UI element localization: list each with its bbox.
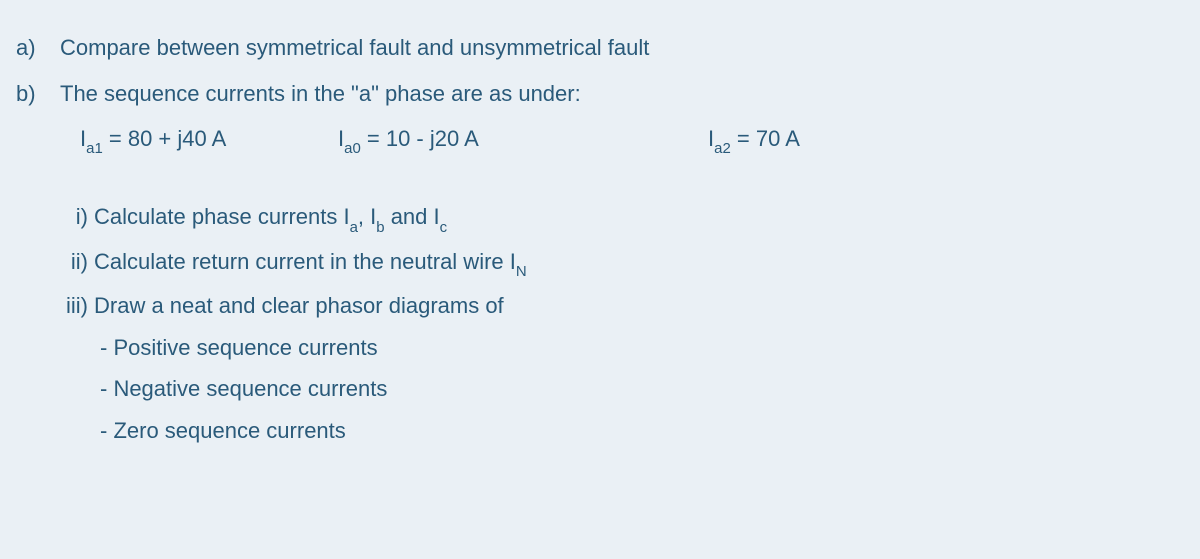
item-a: a) Compare between symmetrical fault and…: [16, 28, 1184, 68]
eq-Ia0: Ia0 = 10 - j20 A: [338, 119, 708, 161]
item-b: b) The sequence currents in the "a" phas…: [16, 74, 1184, 114]
equation-row: Ia1 = 80 + j40 A Ia0 = 10 - j20 A Ia2 = …: [80, 119, 1184, 161]
bullet-positive: - Positive sequence currents: [100, 328, 1184, 368]
task-i-marker: i): [40, 197, 94, 237]
task-ii: ii) Calculate return current in the neut…: [40, 242, 1184, 284]
eq-Ia1-sub: a1: [86, 140, 103, 157]
item-b-marker: b): [16, 74, 60, 114]
task-i-mid1: , I: [358, 204, 376, 229]
task-i-sub-c: c: [440, 219, 447, 236]
item-a-marker: a): [16, 28, 60, 68]
eq-Ia2-sub: a2: [714, 140, 731, 157]
task-iii-text: Draw a neat and clear phasor diagrams of: [94, 286, 504, 326]
task-i-pre: Calculate phase currents I: [94, 204, 350, 229]
task-ii-text: Calculate return current in the neutral …: [94, 242, 527, 284]
eq-Ia1: Ia1 = 80 + j40 A: [80, 119, 338, 161]
task-i-sub-b: b: [376, 219, 384, 236]
task-i-text: Calculate phase currents Ia, Ib and Ic: [94, 197, 447, 239]
eq-Ia0-rhs: = 10 - j20 A: [361, 126, 479, 151]
bullet-negative: - Negative sequence currents: [100, 369, 1184, 409]
eq-Ia1-rhs: = 80 + j40 A: [103, 126, 227, 151]
task-i-sub-a: a: [350, 219, 358, 236]
item-b-intro: The sequence currents in the "a" phase a…: [60, 74, 1184, 114]
task-i-mid2: and I: [385, 204, 440, 229]
task-ii-pre: Calculate return current in the neutral …: [94, 249, 516, 274]
task-i: i) Calculate phase currents Ia, Ib and I…: [40, 197, 1184, 239]
question-page: a) Compare between symmetrical fault and…: [0, 0, 1200, 450]
subtasks: i) Calculate phase currents Ia, Ib and I…: [40, 197, 1184, 325]
task-ii-marker: ii): [40, 242, 94, 282]
eq-Ia0-sub: a0: [344, 140, 361, 157]
phasor-bullets: - Positive sequence currents - Negative …: [100, 328, 1184, 451]
eq-Ia2: Ia2 = 70 A: [708, 119, 800, 161]
eq-Ia2-rhs: = 70 A: [731, 126, 800, 151]
item-a-text: Compare between symmetrical fault and un…: [60, 28, 1184, 68]
bullet-zero: - Zero sequence currents: [100, 411, 1184, 451]
task-ii-sub-n: N: [516, 263, 527, 280]
task-iii: iii) Draw a neat and clear phasor diagra…: [40, 286, 1184, 326]
task-iii-marker: iii): [40, 286, 94, 326]
